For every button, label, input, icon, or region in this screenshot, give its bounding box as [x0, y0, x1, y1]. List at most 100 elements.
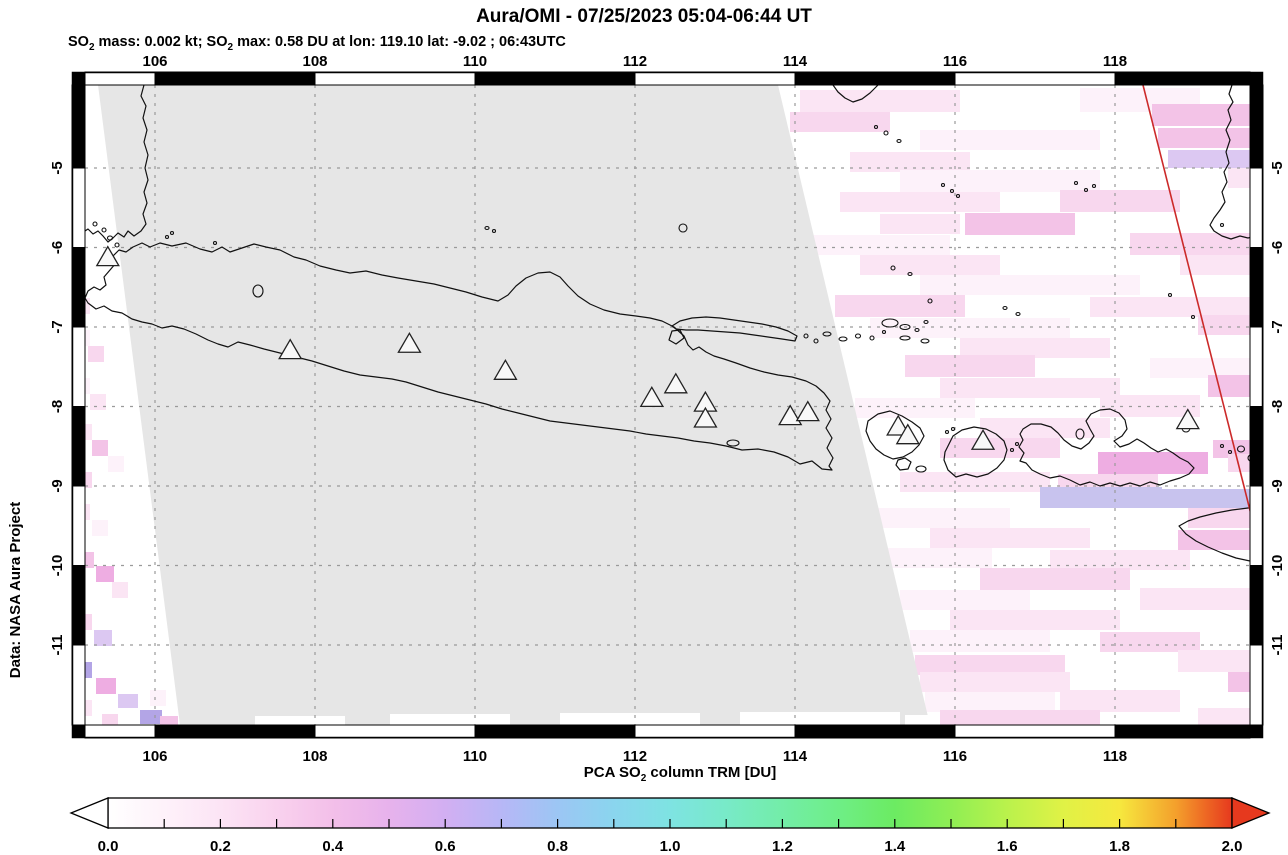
- so2-data-pixel: [85, 552, 94, 568]
- colorbar-tick-label: 0.8: [547, 838, 568, 855]
- so2-data-pixel: [102, 714, 118, 725]
- so2-data-band: [1090, 297, 1250, 317]
- islet-outline: [890, 265, 896, 271]
- so2-data-band: [800, 90, 960, 112]
- colorbar-tick-label: 1.4: [884, 838, 906, 855]
- so2-data-band: [835, 295, 965, 317]
- islet-outline: [955, 193, 961, 199]
- lon-tick-label-top: 118: [1103, 53, 1127, 70]
- islet-outline: [678, 223, 688, 233]
- so2-data-band: [1198, 315, 1250, 335]
- islet-outline: [491, 228, 497, 234]
- frame-bottom-segment: [794, 724, 956, 739]
- so2-data-band: [850, 152, 970, 172]
- islet-outline: [881, 318, 899, 328]
- so2-data-band: [965, 213, 1075, 235]
- islet-outline: [923, 319, 929, 325]
- islet-outline: [899, 323, 911, 331]
- so2-data-band: [1100, 632, 1200, 652]
- colorbar-tick-label: 0.6: [435, 838, 456, 855]
- lat-tick-label-left: -8: [49, 400, 66, 413]
- so2-data-pixel: [94, 630, 112, 646]
- swath-edge-gap: [740, 712, 900, 725]
- islet-outline: [114, 242, 120, 248]
- volcano-marker: [886, 414, 911, 436]
- so2-data-pixel: [85, 472, 92, 488]
- islet-outline: [920, 338, 930, 344]
- frame-corner: [72, 72, 85, 85]
- volcano-marker: [493, 359, 518, 380]
- so2-data-pixel: [85, 700, 92, 716]
- frame-right-segment: [1249, 247, 1264, 328]
- so2-data-band: [980, 418, 1110, 438]
- volcano-marker: [95, 245, 120, 267]
- coastline-borneo: [832, 85, 879, 103]
- so2-data-band: [1152, 104, 1250, 126]
- lon-tick-label-bottom: 108: [302, 748, 327, 765]
- colorbar-label: PCA SO2 column TRM [DU]: [583, 764, 777, 784]
- islet-outline: [1236, 445, 1246, 453]
- so2-data-pixel: [112, 582, 128, 598]
- colorbar-tick-label: 2.0: [1222, 838, 1243, 855]
- islet-outline: [940, 182, 946, 188]
- so2-data-band: [1208, 375, 1250, 397]
- islet-outline: [1219, 443, 1225, 449]
- islet-outline: [726, 439, 740, 447]
- so2-data-pixel: [90, 394, 106, 410]
- so2-data-pixel: [92, 440, 108, 456]
- frame-bottom-segment: [154, 724, 316, 739]
- islet-outline: [949, 188, 955, 194]
- so2-data-band: [1180, 255, 1250, 275]
- frame-bottom-segment: [1114, 724, 1251, 739]
- lon-tick-label-bottom: 118: [1103, 748, 1127, 765]
- lat-tick-label-left: -10: [49, 555, 66, 577]
- lon-tick-label-top: 108: [302, 53, 327, 70]
- frame-left-segment: [71, 326, 86, 407]
- islet-outline: [881, 329, 887, 335]
- islet-outline: [169, 230, 175, 236]
- volcano-marker: [795, 400, 820, 422]
- lat-tick-label-right: -7: [1269, 320, 1286, 333]
- so2-data-band: [950, 610, 1120, 630]
- so2-data-pixel: [85, 504, 90, 520]
- so2-data-pixel: [160, 716, 178, 725]
- coastline-sumba: [1178, 507, 1250, 562]
- lat-tick-label-right: -9: [1269, 479, 1286, 492]
- volcano-marker: [778, 404, 803, 426]
- islet-outline: [822, 331, 832, 337]
- islet-outline: [1073, 180, 1079, 186]
- so2-data-band: [1040, 487, 1162, 508]
- so2-data-band: [1168, 150, 1250, 168]
- lat-tick-label-right: -11: [1269, 635, 1286, 656]
- so2-data-pixel: [85, 378, 90, 394]
- islet-outline: [927, 298, 933, 304]
- frame-bottom-segment: [84, 724, 156, 739]
- so2-data-pixel: [85, 662, 92, 678]
- orbit-edge-line: [1142, 85, 1250, 514]
- lat-tick-label-left: -6: [49, 241, 66, 254]
- lat-tick-label-left: -5: [49, 161, 66, 174]
- so2-data-band: [800, 235, 950, 255]
- so2-data-band: [1228, 454, 1250, 472]
- so2-data-band: [900, 472, 1050, 492]
- coastline-lombok: [943, 426, 1008, 478]
- colorbar-tick-label: 1.8: [1109, 838, 1130, 855]
- so2-data-band: [1162, 489, 1250, 508]
- islet-outline: [950, 426, 956, 432]
- frame-corner: [1250, 72, 1263, 85]
- so2-data-band: [1178, 650, 1250, 672]
- frame-left-segment: [71, 485, 86, 566]
- frame-corner: [1250, 725, 1263, 738]
- data-credit: Data: NASA Aura Project: [7, 502, 24, 678]
- frame-top-segment: [84, 71, 156, 86]
- lat-tick-label-left: -9: [49, 479, 66, 492]
- volcano-marker: [639, 386, 664, 407]
- lon-tick-label-top: 116: [943, 53, 967, 70]
- so2-data-pixel: [88, 346, 104, 362]
- islet-outline: [914, 327, 920, 333]
- frame-right-segment: [1249, 644, 1264, 726]
- coastline-madura: [671, 316, 798, 342]
- islet-outline: [484, 225, 490, 231]
- lon-tick-label-bottom: 116: [943, 748, 967, 765]
